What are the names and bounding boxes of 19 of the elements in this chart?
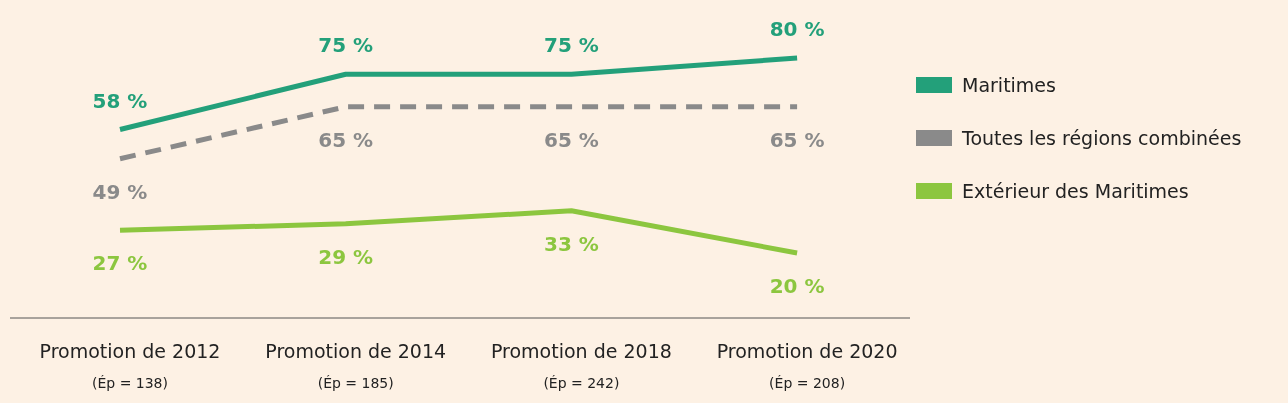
data-label: 49 % [92, 179, 148, 204]
data-label: 29 % [318, 244, 374, 269]
data-label: 65 % [318, 127, 374, 152]
data-label: 27 % [92, 251, 148, 276]
legend-label: Maritimes [962, 74, 1056, 96]
data-label: 80 % [769, 17, 825, 41]
data-label: 65 % [769, 127, 825, 152]
data-label: 65 % [543, 127, 599, 152]
data-label: 20 % [769, 274, 825, 298]
x-tick-label: Promotion de 2018 (Ép = 242) [490, 340, 672, 391]
data-label: 33 % [543, 231, 599, 256]
data-label: 75 % [543, 33, 599, 58]
x-tick-label: Promotion de 2020 (Ép = 208) [716, 340, 898, 391]
legend-label: Toutes les régions combinées [961, 127, 1242, 149]
data-label: 58 % [92, 88, 148, 113]
legend-label: Extérieur des Maritimes [962, 180, 1189, 202]
data-label: 75 % [318, 33, 374, 58]
x-tick-label: Promotion de 2012 (Ép = 138) [39, 340, 221, 391]
x-tick-label: Promotion de 2014 (Ép = 185) [265, 340, 447, 391]
